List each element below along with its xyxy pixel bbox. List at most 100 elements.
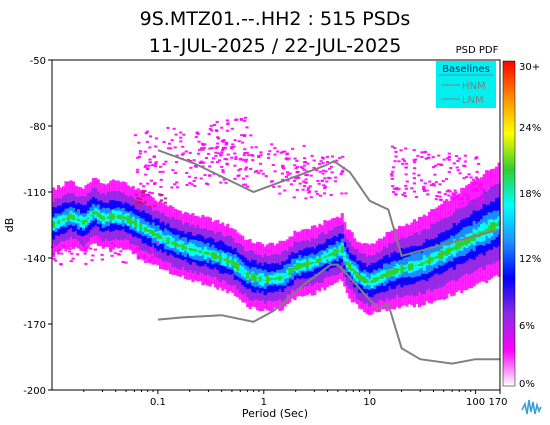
density-cell bbox=[159, 178, 163, 181]
density-cell bbox=[437, 252, 441, 259]
density-cell bbox=[234, 156, 238, 159]
density-cell bbox=[233, 177, 237, 180]
density-cell bbox=[196, 251, 200, 252]
density-cell bbox=[375, 277, 379, 281]
x-tick-label: 100 bbox=[466, 397, 485, 408]
density-cell bbox=[410, 263, 414, 270]
density-cell bbox=[241, 266, 245, 277]
density-cell bbox=[321, 162, 325, 165]
density-cell bbox=[198, 148, 202, 151]
density-cell bbox=[158, 193, 162, 196]
density-cell bbox=[426, 156, 430, 159]
density-cell bbox=[398, 269, 402, 271]
density-cell bbox=[199, 177, 203, 180]
density-cell bbox=[276, 150, 280, 153]
density-cell bbox=[319, 194, 323, 197]
density-cell bbox=[91, 254, 95, 257]
density-cell bbox=[233, 164, 237, 167]
density-cell bbox=[190, 183, 194, 186]
density-cell bbox=[200, 160, 204, 163]
density-cell bbox=[210, 129, 214, 132]
density-cell bbox=[90, 259, 94, 262]
density-cell bbox=[422, 262, 426, 264]
density-cell bbox=[492, 222, 496, 231]
density-cell bbox=[254, 146, 258, 149]
density-cell bbox=[178, 245, 182, 247]
density-cell bbox=[404, 147, 408, 150]
density-cell bbox=[497, 221, 501, 226]
density-cell bbox=[169, 235, 173, 248]
density-cell bbox=[391, 185, 395, 188]
density-cell bbox=[223, 146, 227, 149]
density-cell bbox=[60, 252, 64, 255]
density-cell bbox=[394, 193, 398, 196]
density-cell bbox=[407, 263, 411, 271]
density-cell bbox=[134, 193, 139, 196]
density-cell bbox=[175, 181, 179, 184]
density-cell bbox=[59, 263, 63, 266]
density-cell bbox=[151, 230, 155, 237]
density-cell bbox=[302, 144, 306, 147]
density-cell bbox=[114, 216, 118, 217]
density-cell bbox=[109, 213, 113, 221]
density-cell bbox=[410, 187, 414, 190]
density-cell bbox=[457, 241, 461, 249]
density-cell bbox=[68, 248, 72, 251]
density-cell bbox=[101, 216, 105, 221]
density-cell bbox=[281, 164, 285, 167]
density-cell bbox=[297, 176, 301, 179]
density-cell bbox=[230, 127, 234, 130]
density-cell bbox=[216, 255, 220, 259]
density-cell bbox=[164, 160, 168, 163]
density-cell bbox=[64, 218, 68, 219]
density-cell bbox=[136, 168, 140, 171]
density-cell bbox=[427, 153, 431, 156]
density-cell bbox=[110, 254, 114, 257]
density-cell bbox=[173, 172, 178, 174]
density-cell bbox=[328, 177, 332, 180]
density-cell bbox=[237, 174, 241, 177]
density-cell bbox=[285, 157, 289, 160]
density-cell bbox=[307, 187, 311, 190]
density-cell bbox=[259, 154, 263, 157]
density-cell bbox=[163, 201, 167, 204]
density-band-peak bbox=[52, 211, 501, 284]
density-cell bbox=[292, 179, 296, 182]
density-cell bbox=[412, 172, 416, 175]
density-cell bbox=[203, 251, 207, 255]
density-cell bbox=[258, 162, 263, 165]
density-cell bbox=[278, 192, 282, 195]
density-cell bbox=[413, 167, 417, 170]
density-cell bbox=[186, 248, 190, 249]
density-cell bbox=[368, 282, 372, 283]
density-cell bbox=[394, 150, 398, 153]
density-cell bbox=[140, 202, 144, 205]
density-cell bbox=[58, 249, 62, 251]
density-cell bbox=[310, 154, 314, 157]
colorbar-label: 24% bbox=[519, 123, 541, 134]
density-cell bbox=[469, 176, 473, 179]
density-cell bbox=[129, 245, 133, 248]
density-cell bbox=[243, 269, 247, 278]
density-cell bbox=[301, 167, 305, 170]
density-cell bbox=[233, 261, 237, 269]
density-cell bbox=[119, 250, 123, 253]
density-cell bbox=[458, 198, 462, 201]
density-cell bbox=[239, 117, 243, 120]
density-cell bbox=[245, 126, 249, 129]
density-cell bbox=[315, 169, 319, 172]
density-cell bbox=[170, 139, 174, 142]
density-cell bbox=[223, 158, 227, 160]
density-cell bbox=[344, 192, 348, 195]
density-cell bbox=[134, 220, 138, 227]
density-cell bbox=[84, 235, 88, 238]
density-cell bbox=[207, 152, 211, 155]
density-cell bbox=[487, 225, 491, 233]
density-cell bbox=[225, 141, 229, 144]
density-cell bbox=[330, 252, 334, 256]
density-cell bbox=[153, 165, 158, 167]
density-cell bbox=[168, 142, 172, 145]
density-cell bbox=[162, 141, 166, 143]
density-cell bbox=[390, 173, 394, 175]
density-cell bbox=[135, 247, 139, 250]
